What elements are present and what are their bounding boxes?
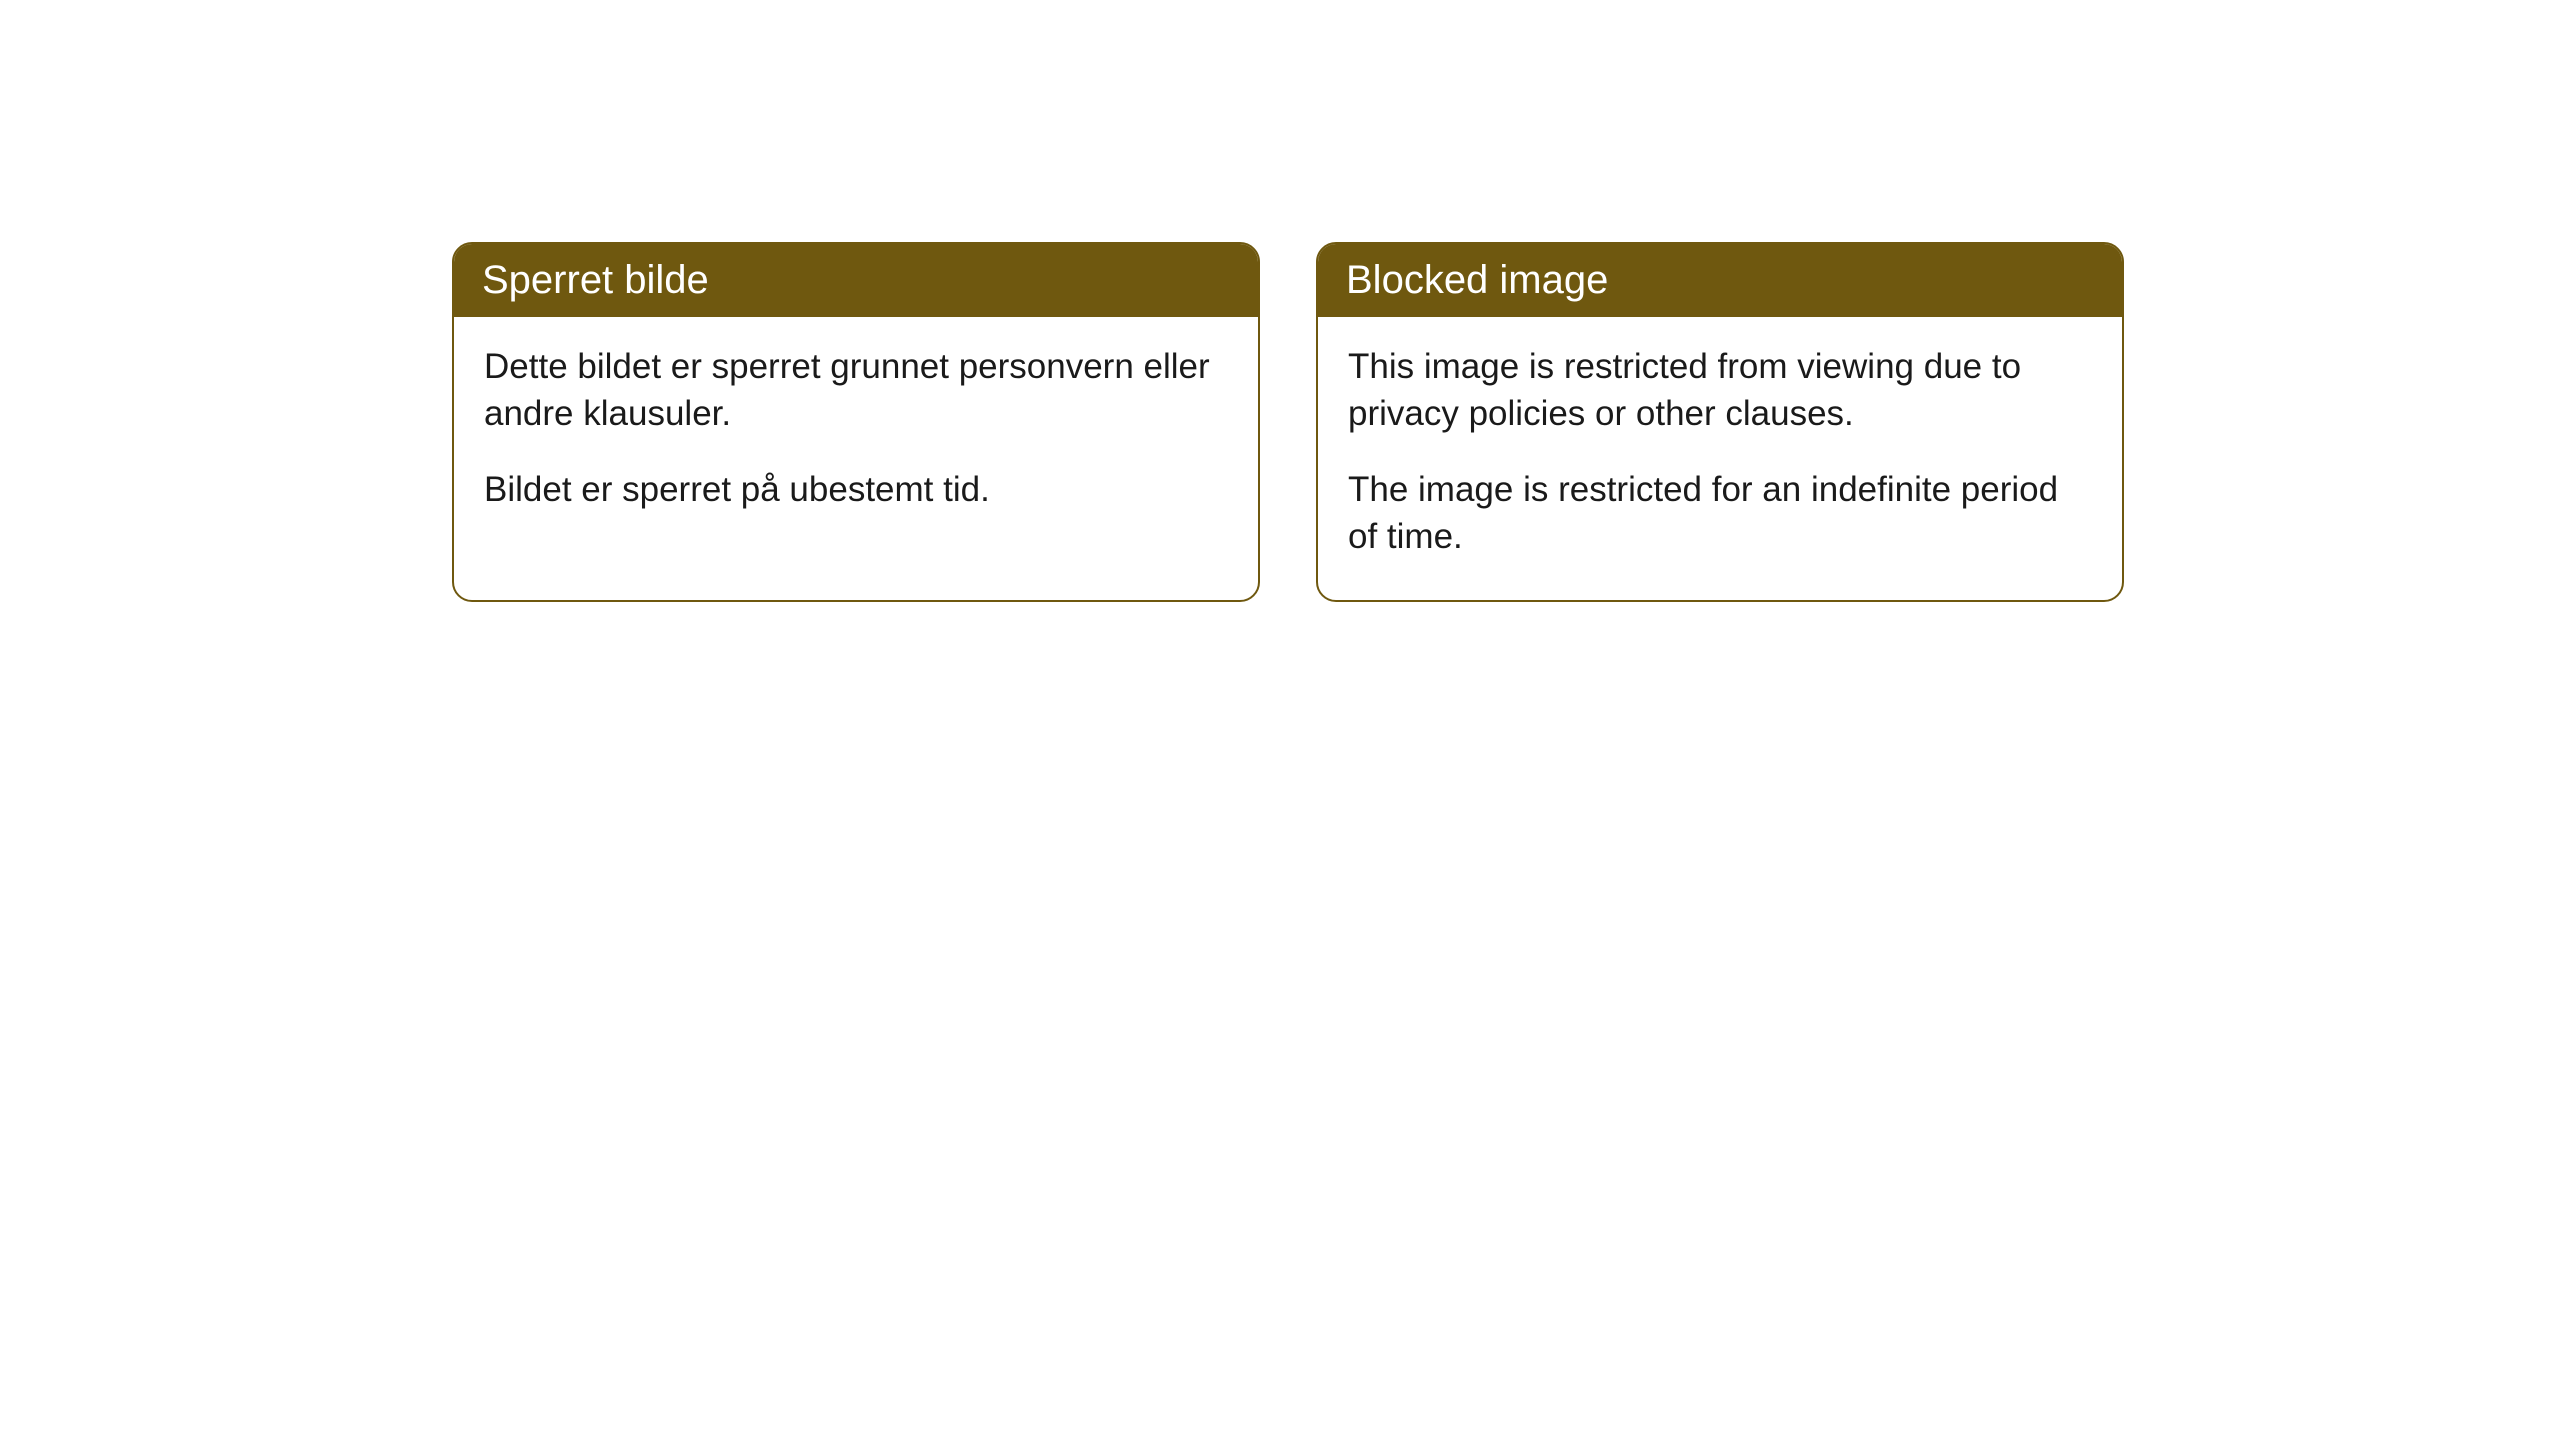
- blocked-image-card-english: Blocked image This image is restricted f…: [1316, 242, 2124, 602]
- card-header: Blocked image: [1318, 244, 2122, 317]
- card-paragraph-2: The image is restricted for an indefinit…: [1348, 466, 2092, 561]
- card-header: Sperret bilde: [454, 244, 1258, 317]
- cards-container: Sperret bilde Dette bildet er sperret gr…: [452, 242, 2124, 602]
- card-body: Dette bildet er sperret grunnet personve…: [454, 317, 1258, 553]
- blocked-image-card-norwegian: Sperret bilde Dette bildet er sperret gr…: [452, 242, 1260, 602]
- card-paragraph-2: Bildet er sperret på ubestemt tid.: [484, 466, 1228, 513]
- card-paragraph-1: This image is restricted from viewing du…: [1348, 343, 2092, 438]
- card-title: Blocked image: [1346, 258, 1608, 302]
- card-body: This image is restricted from viewing du…: [1318, 317, 2122, 600]
- card-paragraph-1: Dette bildet er sperret grunnet personve…: [484, 343, 1228, 438]
- card-title: Sperret bilde: [482, 258, 709, 302]
